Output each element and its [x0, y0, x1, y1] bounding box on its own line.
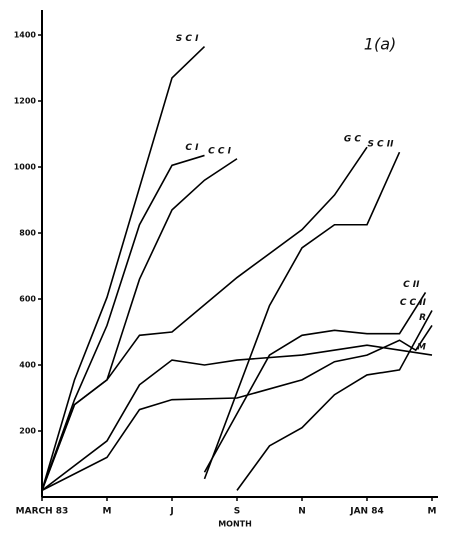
y-tick-label: 400 [19, 361, 36, 370]
series-line [41, 158, 238, 491]
x-tick-label: M [428, 507, 437, 517]
series-line [41, 324, 433, 492]
x-tick-label: MARCH 83 [16, 507, 69, 517]
y-tick-label: 600 [19, 295, 36, 304]
series-label: G C [344, 135, 362, 145]
series-line [41, 45, 206, 491]
series-label: C I [185, 143, 199, 153]
series-line [236, 310, 433, 491]
x-tick-label: J [169, 507, 173, 517]
x-tick-label: M [103, 507, 112, 517]
series-line [41, 146, 368, 491]
series-label: R [419, 313, 426, 323]
x-tick-label: N [298, 507, 306, 517]
x-axis-label: MONTH [218, 520, 252, 529]
y-tick-label: 1000 [14, 163, 37, 172]
y-tick-label: 200 [19, 427, 36, 436]
y-tick-label: 1200 [14, 97, 37, 106]
series-line [41, 154, 205, 491]
annotation: 1(a) [364, 35, 396, 54]
series-line [203, 151, 401, 480]
y-tick-label: 1400 [14, 31, 37, 40]
series-label: C C II [400, 298, 427, 308]
series-line [41, 344, 433, 492]
series-label: C II [403, 280, 420, 290]
x-tick-label: S [234, 507, 240, 517]
series-label: S C II [367, 140, 394, 150]
y-tick-label: 800 [19, 229, 36, 238]
series-label: C C I [208, 146, 231, 156]
series-label: S C I [176, 34, 199, 44]
x-tick-label: JAN 84 [349, 507, 384, 517]
series-line [203, 291, 427, 473]
series-label: M [417, 343, 426, 353]
